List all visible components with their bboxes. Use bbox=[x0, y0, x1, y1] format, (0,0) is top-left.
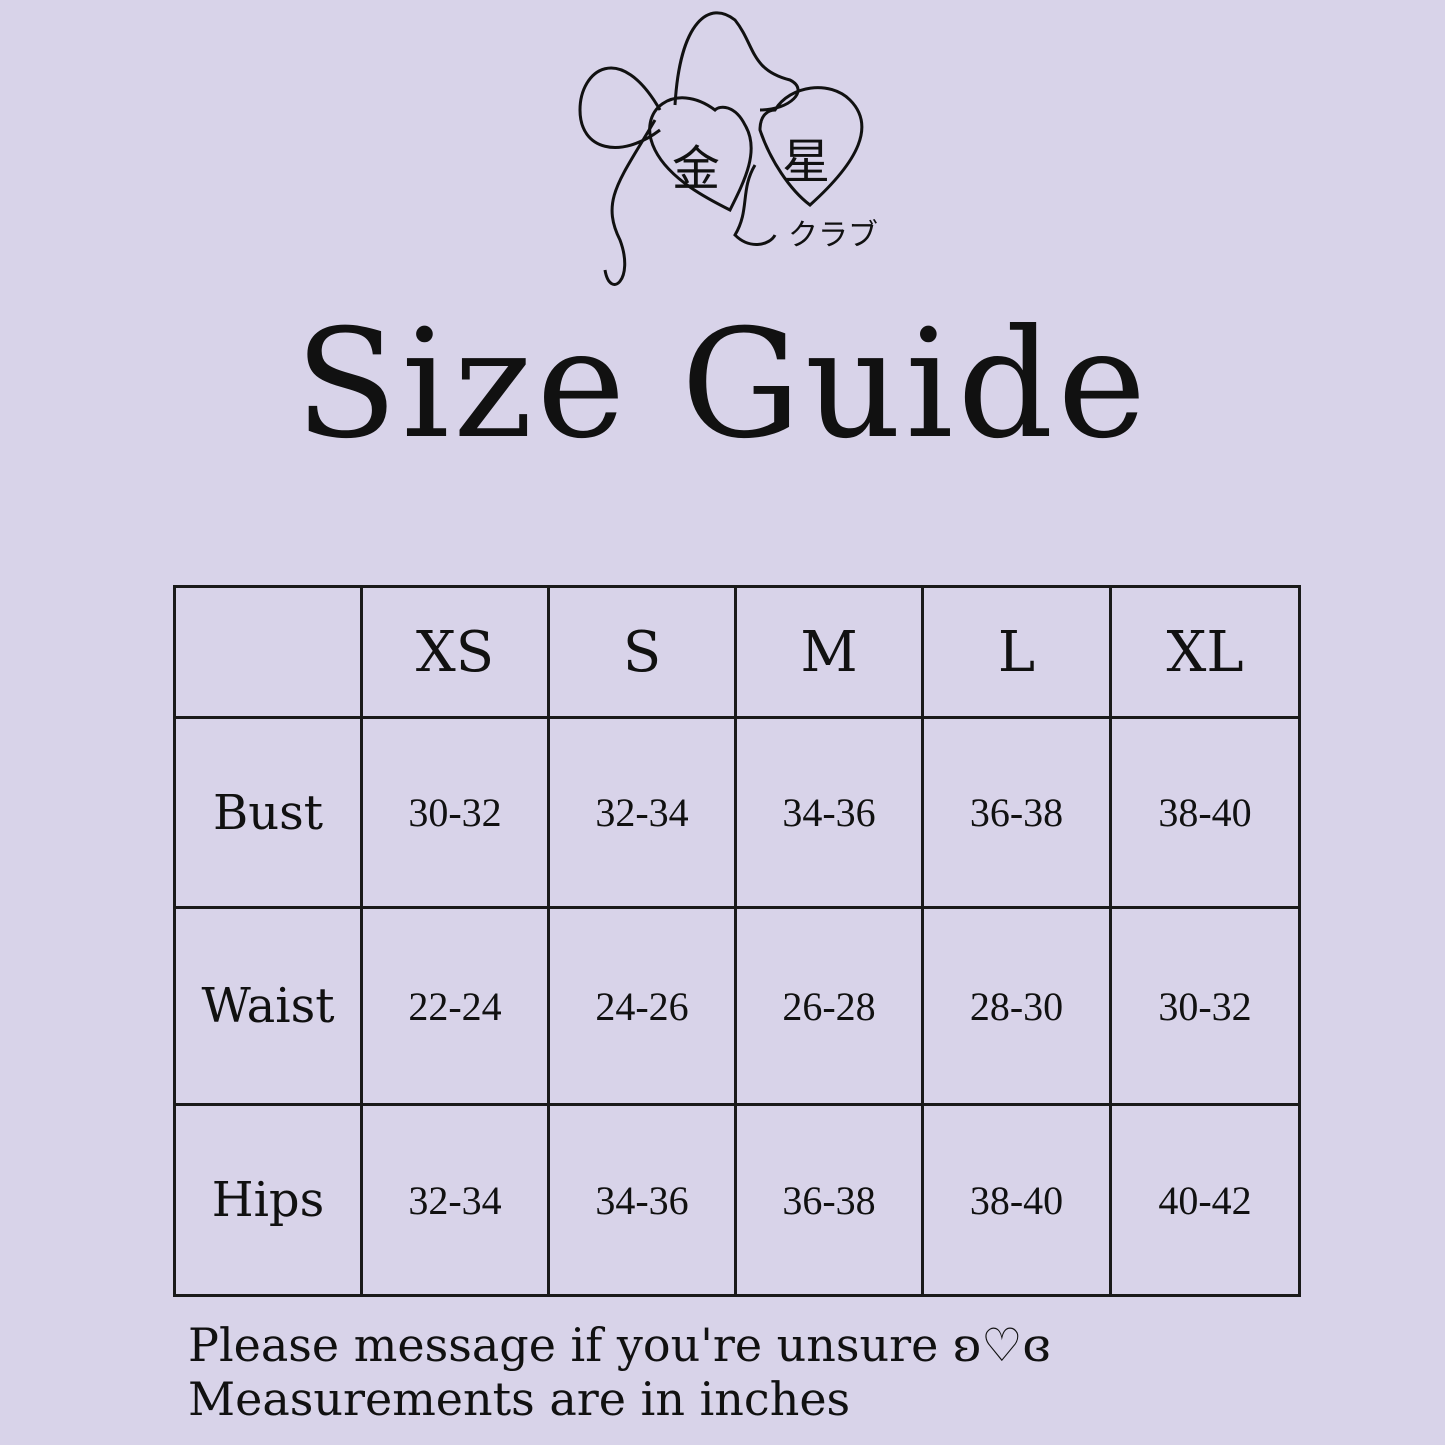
column-header: M bbox=[734, 585, 924, 719]
empty-header-cell bbox=[173, 585, 363, 719]
table-cell: 26-28 bbox=[734, 906, 924, 1106]
club-logo: 金 星 クラブ bbox=[578, 11, 878, 286]
note-unsure: Please message if you're unsure ʚ♡ɞ bbox=[188, 1318, 1051, 1372]
logo-kanji-right: 星 bbox=[782, 134, 830, 190]
logo-kanji-left: 金 bbox=[672, 141, 720, 197]
table-cell: 22-24 bbox=[360, 906, 550, 1106]
table-cell: 24-26 bbox=[547, 906, 737, 1106]
size-table: XS S M L XL Bust 30-32 32-34 34-36 36-38… bbox=[173, 585, 1301, 1297]
table-cell: 30-32 bbox=[1109, 906, 1301, 1106]
note-units: Measurements are in inches bbox=[188, 1372, 851, 1426]
notes: Please message if you're unsure ʚ♡ɞ Meas… bbox=[188, 1318, 1051, 1426]
row-label: Waist bbox=[173, 906, 363, 1106]
table-cell: 30-32 bbox=[360, 716, 550, 909]
table-cell: 32-34 bbox=[360, 1103, 550, 1297]
table-cell: 38-40 bbox=[1109, 716, 1301, 909]
table-cell: 34-36 bbox=[734, 716, 924, 909]
table-row: Waist 22-24 24-26 26-28 28-30 30-32 bbox=[173, 906, 1301, 1106]
table-cell: 32-34 bbox=[547, 716, 737, 909]
table-cell: 34-36 bbox=[547, 1103, 737, 1297]
table-header-row: XS S M L XL bbox=[173, 585, 1301, 719]
table-cell: 36-38 bbox=[734, 1103, 924, 1297]
row-label: Hips bbox=[173, 1103, 363, 1297]
table-cell: 28-30 bbox=[921, 906, 1112, 1106]
column-header: L bbox=[921, 585, 1112, 719]
column-header: XL bbox=[1109, 585, 1301, 719]
table-cell: 38-40 bbox=[921, 1103, 1112, 1297]
table-row: Hips 32-34 34-36 36-38 38-40 40-42 bbox=[173, 1103, 1301, 1297]
table-row: Bust 30-32 32-34 34-36 36-38 38-40 bbox=[173, 716, 1301, 909]
page-title: Size Guide bbox=[294, 298, 1151, 472]
table-cell: 36-38 bbox=[921, 716, 1112, 909]
table-cell: 40-42 bbox=[1109, 1103, 1301, 1297]
logo-subtitle: クラブ bbox=[788, 218, 878, 253]
column-header: XS bbox=[360, 585, 550, 719]
column-header: S bbox=[547, 585, 737, 719]
row-label: Bust bbox=[173, 716, 363, 909]
